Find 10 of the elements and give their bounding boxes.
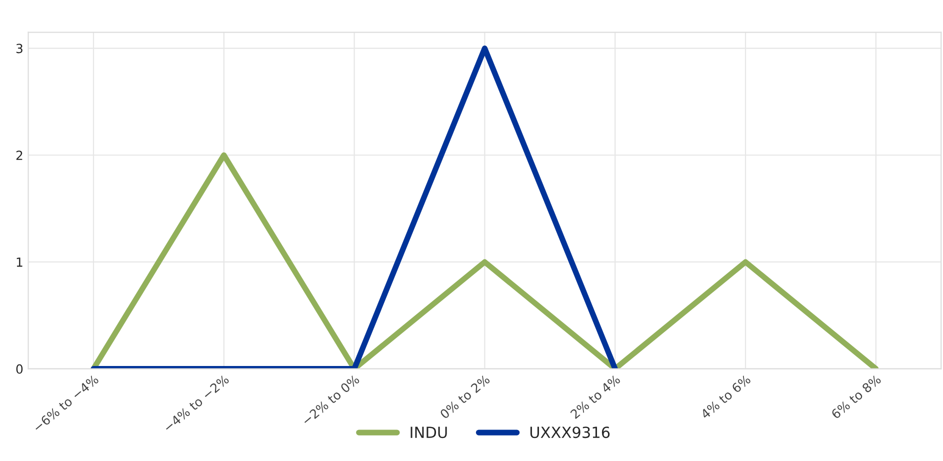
x-tick-label: 4% to 6%	[700, 374, 752, 420]
y-tick-label: 0	[16, 364, 23, 374]
y-tick-label: 1	[16, 258, 22, 267]
x-tick-label: 6% to 8%	[830, 374, 882, 420]
legend-label: INDU	[410, 426, 447, 438]
y-tick-label: 2	[16, 150, 22, 160]
y-tick-label: 3	[16, 44, 22, 54]
legend-label: UXXX9316	[530, 426, 610, 438]
x-tick-label: 0% to 2%	[439, 374, 490, 420]
x-tick-label: 2% to 4%	[570, 374, 621, 420]
